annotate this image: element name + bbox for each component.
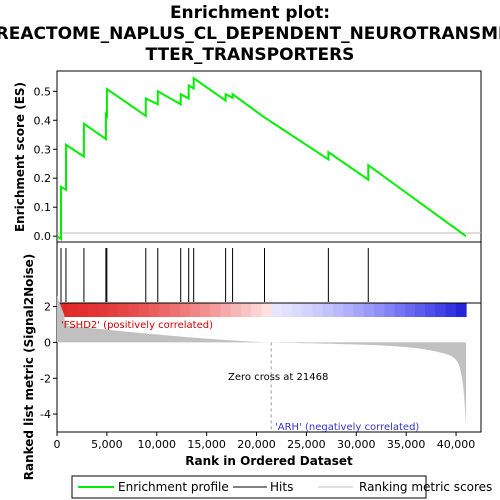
rank-y-axis-label: Ranked list metric (Signal2Noise) bbox=[22, 254, 36, 481]
positive-label: 'FSHD2' (positively correlated) bbox=[61, 320, 213, 331]
color-bar-segment bbox=[87, 303, 99, 317]
hit-marks bbox=[60, 248, 369, 302]
rank-panel-frame bbox=[56, 302, 482, 433]
color-bar-segment bbox=[292, 303, 304, 317]
x-tick-label: 15,000 bbox=[187, 438, 226, 451]
es-y-tick-label: 0.0 bbox=[34, 230, 52, 243]
es-y-tick-label: 0.2 bbox=[34, 172, 52, 185]
rank-y-tick-label: -2 bbox=[40, 372, 51, 385]
es-y-axis-label: Enrichment score (ES) bbox=[13, 82, 27, 232]
legend-enrichment-label: Enrichment profile bbox=[118, 480, 229, 494]
color-bar-segment bbox=[425, 303, 436, 317]
es-y-ticks: 0.0 0.1 0.2 0.3 0.4 0.5 bbox=[34, 85, 57, 243]
x-tick-label: 20,000 bbox=[237, 438, 276, 451]
color-bar-segment bbox=[455, 303, 467, 317]
rank-y-tick-label: 0 bbox=[44, 336, 51, 349]
zero-cross-label: Zero cross at 21468 bbox=[228, 372, 328, 383]
x-tick-label: 0 bbox=[54, 438, 61, 451]
color-bar-segment bbox=[189, 303, 201, 317]
color-bar-segment bbox=[374, 303, 385, 317]
es-y-tick-label: 0.1 bbox=[34, 201, 52, 214]
color-bar-segment bbox=[169, 303, 181, 317]
color-bar-segment bbox=[210, 303, 222, 317]
es-y-tick-label: 0.5 bbox=[34, 85, 52, 98]
color-bar-segment bbox=[281, 303, 293, 317]
color-bar-segment bbox=[302, 303, 314, 317]
title-line-3: TTER_TRANSPORTERS bbox=[146, 45, 355, 65]
color-bar-segment bbox=[220, 303, 232, 317]
es-panel-frame bbox=[56, 70, 482, 243]
color-bar-segment bbox=[241, 303, 252, 317]
color-bar-segment bbox=[67, 303, 79, 317]
color-bar-segment bbox=[343, 303, 355, 317]
ranking-color-bar bbox=[57, 303, 467, 317]
x-tick-label: 25,000 bbox=[287, 438, 326, 451]
enrichment-profile-line bbox=[56, 76, 467, 242]
color-bar-segment bbox=[435, 303, 447, 317]
color-bar-segment bbox=[322, 303, 334, 317]
rank-y-ticks: -4 -2 0 2 bbox=[40, 301, 57, 421]
es-y-tick-label: 0.4 bbox=[34, 114, 52, 127]
color-bar-segment bbox=[230, 303, 242, 317]
color-bar-segment bbox=[97, 303, 109, 317]
x-tick-label: 10,000 bbox=[138, 438, 177, 451]
color-bar-segment bbox=[353, 303, 365, 317]
title-line-2: REACTOME_NAPLUS_CL_DEPENDENT_NEUROTRANSM… bbox=[0, 24, 500, 44]
x-tick-label: 5,000 bbox=[91, 438, 123, 451]
color-bar-segment bbox=[118, 303, 130, 317]
color-bar-segment bbox=[138, 303, 150, 317]
color-bar-segment bbox=[312, 303, 324, 317]
x-axis-label: Rank in Ordered Dataset bbox=[185, 454, 353, 468]
color-bar-segment bbox=[261, 303, 273, 317]
color-bar-segment bbox=[149, 303, 160, 317]
es-y-tick-label: 0.3 bbox=[34, 143, 52, 156]
x-tick-label: 40,000 bbox=[437, 438, 476, 451]
color-bar-segment bbox=[445, 303, 457, 317]
color-bar-segment bbox=[384, 303, 396, 317]
title-line-1: Enrichment plot: bbox=[170, 3, 330, 23]
x-tick-label: 30,000 bbox=[337, 438, 376, 451]
color-bar-segment bbox=[251, 303, 263, 317]
x-ticks: 0 5,000 10,000 15,000 20,000 25,000 30,000 35,0… bbox=[54, 432, 476, 451]
rank-y-tick-label: -4 bbox=[40, 408, 51, 421]
color-bar-segment bbox=[333, 303, 344, 317]
legend-hits-label: Hits bbox=[270, 480, 293, 494]
negative-label: 'ARH' (negatively correlated) bbox=[275, 422, 419, 433]
color-bar-segment bbox=[57, 303, 68, 317]
color-bar-segment bbox=[404, 303, 416, 317]
x-tick-label: 35,000 bbox=[387, 438, 426, 451]
hits-panel-frame bbox=[56, 241, 482, 304]
rank-y-tick-label: 2 bbox=[44, 301, 51, 314]
color-bar-segment bbox=[200, 303, 211, 317]
color-bar-segment bbox=[394, 303, 406, 317]
color-bar-segment bbox=[77, 303, 89, 317]
legend-metric-label: Ranking metric scores bbox=[359, 480, 492, 494]
color-bar-segment bbox=[414, 303, 426, 317]
color-bar-segment bbox=[108, 303, 119, 317]
color-bar-segment bbox=[128, 303, 140, 317]
color-bar-segment bbox=[159, 303, 171, 317]
color-bar-segment bbox=[363, 303, 375, 317]
color-bar-segment bbox=[271, 303, 283, 317]
color-bar-segment bbox=[179, 303, 191, 317]
